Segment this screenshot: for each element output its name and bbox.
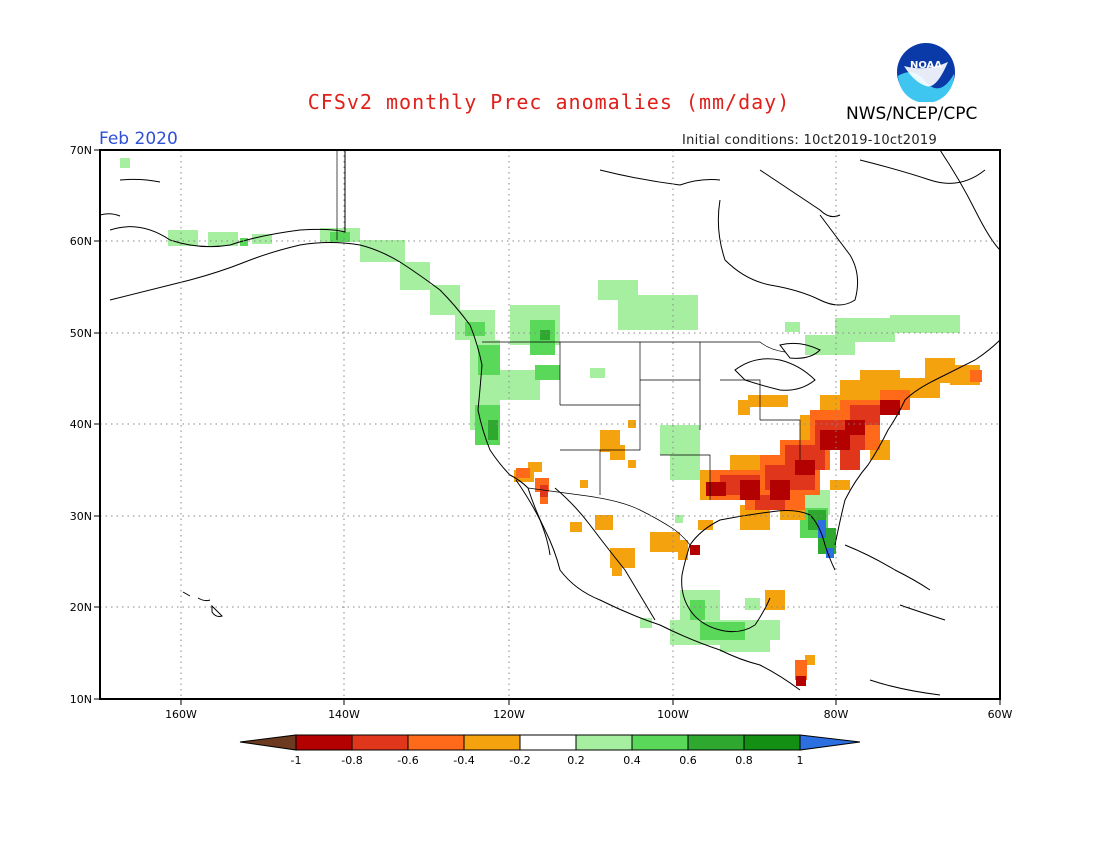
agency-label: NWS/NCEP/CPC xyxy=(846,104,978,124)
lat-label: 40N xyxy=(70,418,92,431)
colorbar-segment xyxy=(239,734,297,751)
colorbar-label: -0.4 xyxy=(453,754,474,767)
lat-label: 10N xyxy=(70,693,92,706)
forecast-period: Feb 2020 xyxy=(99,129,178,149)
colorbar-segment xyxy=(463,734,521,751)
colorbar-segment xyxy=(743,734,801,751)
colorbar-segment xyxy=(799,734,861,751)
colorbar-label: -0.6 xyxy=(397,754,418,767)
lat-label: 30N xyxy=(70,510,92,523)
colorbar-label: 0.4 xyxy=(623,754,641,767)
initial-conditions: Initial conditions: 10ct2019-10ct2019 xyxy=(682,133,938,148)
lon-label: 140W xyxy=(328,708,360,721)
colorbar-label: -0.2 xyxy=(509,754,530,767)
colorbar-label: 0.2 xyxy=(567,754,585,767)
lat-labels: 70N 60N 50N 40N 30N 20N 10N xyxy=(70,144,92,706)
colorbar-labels: -1 -0.8 -0.6 -0.4 -0.2 0.2 0.4 0.6 0.8 1 xyxy=(291,754,804,767)
colorbar-label: -0.8 xyxy=(341,754,362,767)
map-title: CFSv2 monthly Prec anomalies (mm/day) xyxy=(307,90,791,114)
lon-label: 100W xyxy=(657,708,689,721)
anomaly-shading xyxy=(120,158,982,686)
colorbar-segment xyxy=(519,734,577,751)
colorbar-segment xyxy=(295,734,353,751)
lat-label: 20N xyxy=(70,601,92,614)
colorbar-label: 0.8 xyxy=(735,754,753,767)
noaa-logo-text: NOAA xyxy=(910,60,942,71)
lon-label: 80W xyxy=(824,708,849,721)
axis-ticks xyxy=(94,149,1001,705)
colorbar-segment xyxy=(351,734,409,751)
lat-label: 70N xyxy=(70,144,92,157)
lon-labels: 160W 140W 120W 100W 80W 60W xyxy=(165,708,1012,721)
lon-label: 120W xyxy=(493,708,525,721)
lat-label: 60N xyxy=(70,235,92,248)
lat-label: 50N xyxy=(70,327,92,340)
coastlines xyxy=(99,149,1001,696)
colorbar-segment xyxy=(631,734,689,751)
colorbar-label: 1 xyxy=(797,754,804,767)
colorbar xyxy=(239,734,861,751)
lon-label: 60W xyxy=(988,708,1013,721)
colorbar-label: 0.6 xyxy=(679,754,697,767)
graticule xyxy=(100,150,1000,699)
colorbar-segment xyxy=(687,734,745,751)
colorbar-segment xyxy=(575,734,633,751)
noaa-logo: NOAA xyxy=(897,43,955,102)
colorbar-segment xyxy=(407,734,465,751)
lon-label: 160W xyxy=(165,708,197,721)
colorbar-label: -1 xyxy=(291,754,302,767)
borders xyxy=(336,150,801,546)
